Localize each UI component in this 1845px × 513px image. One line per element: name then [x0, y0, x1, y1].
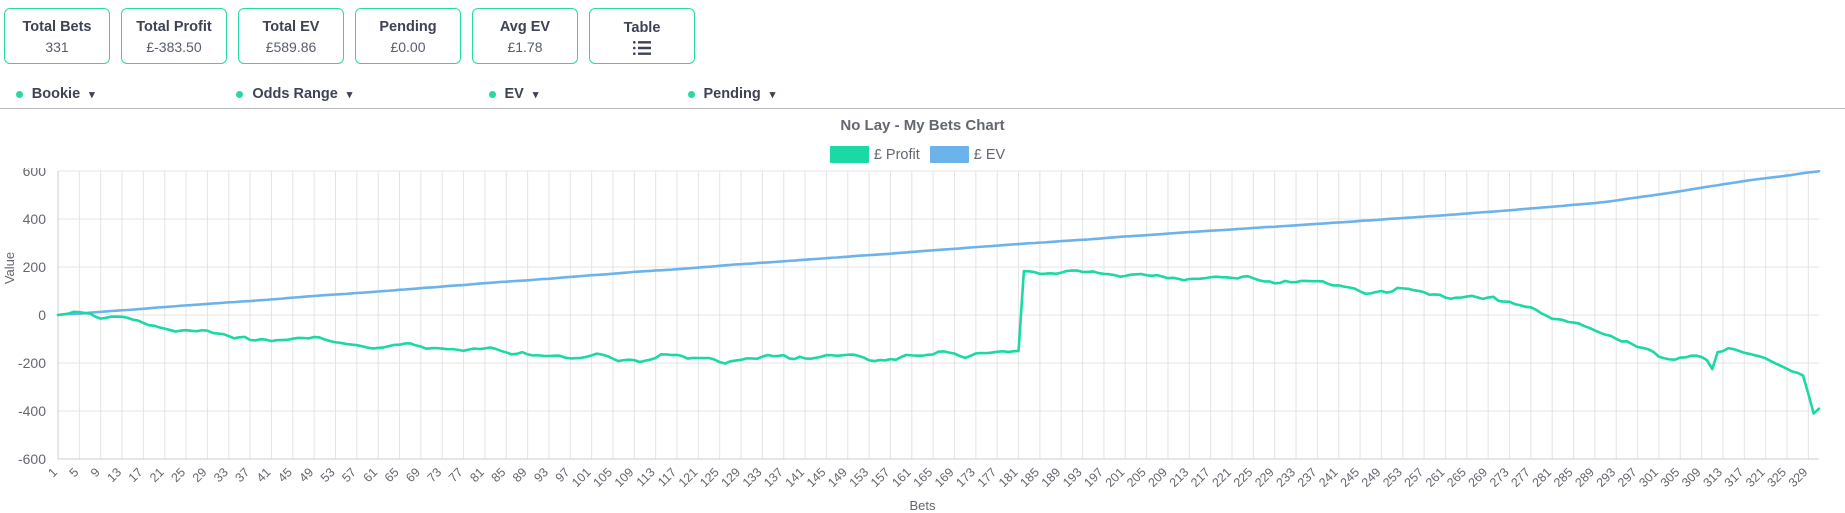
- svg-text:325: 325: [1764, 465, 1789, 490]
- svg-text:285: 285: [1551, 465, 1576, 490]
- svg-text:29: 29: [190, 465, 210, 485]
- svg-text:241: 241: [1316, 465, 1341, 490]
- svg-text:129: 129: [719, 465, 744, 490]
- svg-text:-200: -200: [18, 355, 46, 371]
- svg-text:105: 105: [590, 465, 615, 490]
- svg-text:37: 37: [232, 465, 252, 485]
- svg-text:600: 600: [23, 168, 47, 179]
- svg-text:305: 305: [1658, 465, 1683, 490]
- svg-text:245: 245: [1338, 465, 1363, 490]
- svg-text:185: 185: [1017, 465, 1042, 490]
- svg-text:77: 77: [446, 465, 466, 485]
- svg-text:97: 97: [553, 465, 573, 485]
- svg-text:205: 205: [1124, 465, 1149, 490]
- svg-text:173: 173: [953, 465, 978, 490]
- svg-text:61: 61: [361, 465, 381, 485]
- svg-text:265: 265: [1444, 465, 1469, 490]
- svg-text:309: 309: [1679, 465, 1704, 490]
- svg-text:289: 289: [1572, 465, 1597, 490]
- svg-text:101: 101: [569, 465, 594, 490]
- svg-text:221: 221: [1209, 465, 1234, 490]
- svg-text:41: 41: [254, 465, 274, 485]
- svg-text:13: 13: [104, 465, 124, 485]
- svg-text:89: 89: [510, 465, 530, 485]
- svg-text:257: 257: [1402, 465, 1427, 490]
- svg-text:225: 225: [1231, 465, 1256, 490]
- svg-text:81: 81: [467, 465, 487, 485]
- svg-text:-400: -400: [18, 403, 46, 419]
- svg-text:33: 33: [211, 465, 231, 485]
- svg-text:121: 121: [676, 465, 701, 490]
- svg-text:177: 177: [975, 465, 1000, 490]
- svg-text:201: 201: [1103, 465, 1128, 490]
- svg-text:0: 0: [38, 307, 46, 323]
- svg-text:137: 137: [761, 465, 786, 490]
- svg-text:125: 125: [697, 465, 722, 490]
- svg-text:113: 113: [634, 465, 658, 489]
- svg-text:293: 293: [1594, 465, 1619, 490]
- svg-text:217: 217: [1188, 465, 1213, 490]
- svg-text:157: 157: [868, 465, 893, 490]
- svg-text:193: 193: [1060, 465, 1085, 490]
- svg-text:329: 329: [1786, 465, 1811, 490]
- svg-text:141: 141: [783, 465, 808, 490]
- svg-text:269: 269: [1466, 465, 1491, 490]
- svg-text:49: 49: [297, 465, 317, 485]
- svg-text:133: 133: [740, 465, 765, 490]
- svg-text:149: 149: [825, 465, 850, 490]
- svg-text:65: 65: [382, 465, 402, 485]
- svg-text:69: 69: [403, 465, 423, 485]
- svg-text:277: 277: [1508, 465, 1533, 490]
- svg-text:197: 197: [1081, 465, 1106, 490]
- svg-text:261: 261: [1423, 465, 1448, 490]
- svg-text:213: 213: [1167, 465, 1192, 490]
- svg-text:5: 5: [67, 465, 82, 480]
- svg-text:73: 73: [425, 465, 445, 485]
- svg-text:45: 45: [275, 465, 295, 485]
- svg-text:109: 109: [612, 465, 637, 490]
- svg-text:161: 161: [889, 465, 914, 490]
- svg-text:229: 229: [1252, 465, 1277, 490]
- svg-text:281: 281: [1530, 465, 1555, 490]
- svg-text:9: 9: [88, 465, 103, 480]
- svg-text:25: 25: [168, 465, 188, 485]
- svg-text:301: 301: [1636, 465, 1661, 490]
- svg-text:321: 321: [1743, 465, 1768, 490]
- svg-text:57: 57: [339, 465, 359, 485]
- svg-text:249: 249: [1359, 465, 1384, 490]
- svg-text:-600: -600: [18, 451, 46, 467]
- svg-text:313: 313: [1700, 465, 1725, 490]
- svg-text:53: 53: [318, 465, 338, 485]
- svg-text:117: 117: [655, 465, 679, 489]
- svg-text:253: 253: [1380, 465, 1405, 490]
- svg-text:189: 189: [1039, 465, 1064, 490]
- svg-text:273: 273: [1487, 465, 1512, 490]
- svg-text:1: 1: [45, 465, 60, 480]
- svg-text:181: 181: [996, 465, 1021, 490]
- svg-text:21: 21: [147, 465, 167, 485]
- svg-text:145: 145: [804, 465, 829, 490]
- svg-text:200: 200: [23, 259, 47, 275]
- svg-text:317: 317: [1722, 465, 1747, 490]
- svg-text:153: 153: [847, 465, 872, 490]
- svg-text:297: 297: [1615, 465, 1640, 490]
- svg-text:209: 209: [1145, 465, 1170, 490]
- svg-text:93: 93: [531, 465, 551, 485]
- svg-text:237: 237: [1295, 465, 1320, 490]
- svg-text:165: 165: [911, 465, 936, 490]
- svg-text:400: 400: [23, 211, 47, 227]
- svg-text:85: 85: [489, 465, 509, 485]
- svg-text:17: 17: [126, 465, 146, 485]
- svg-text:169: 169: [932, 465, 957, 490]
- svg-text:233: 233: [1274, 465, 1299, 490]
